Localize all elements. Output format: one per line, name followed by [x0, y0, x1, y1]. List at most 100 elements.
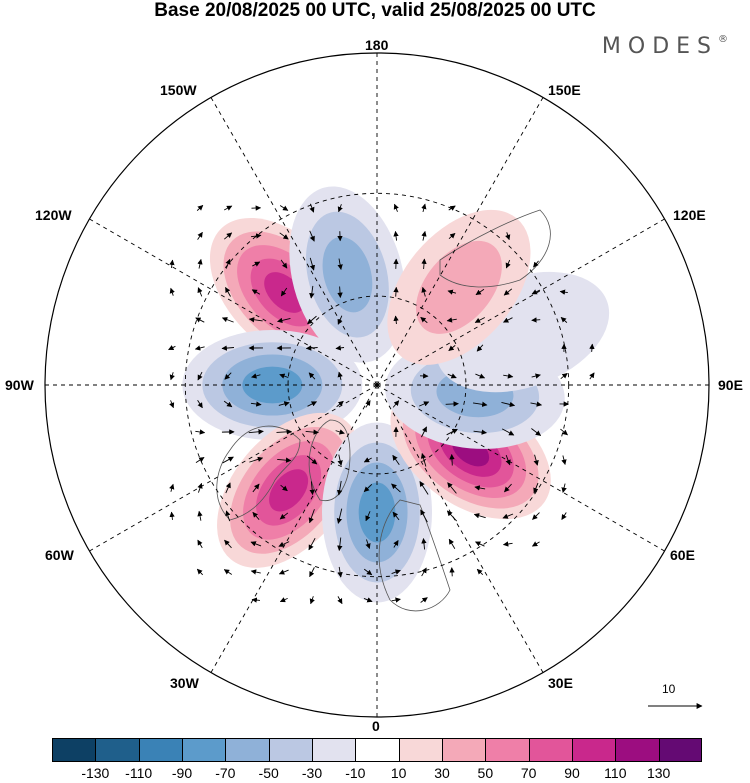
wind-arrow	[222, 456, 234, 464]
colorbar-swatch	[268, 738, 312, 762]
colorbar-swatch	[398, 738, 442, 762]
wind-arrow	[473, 513, 486, 519]
wind-arrow	[393, 230, 399, 241]
wind-arrow	[476, 568, 484, 576]
coastline-asia	[439, 209, 551, 288]
wind-arrow	[504, 483, 512, 493]
wind-arrow	[421, 426, 427, 438]
wind-arrow	[309, 567, 315, 578]
reference-vector-label: 10	[662, 682, 676, 696]
wind-arrow	[337, 286, 343, 299]
colorbar-tick-label: 70	[520, 765, 537, 781]
wind-arrow	[252, 511, 260, 520]
wind-arrow	[474, 485, 486, 491]
wind-arrow	[309, 596, 315, 605]
lon-label-30e: 30E	[548, 675, 573, 691]
wind-arrow	[531, 373, 541, 379]
wind-arrow	[421, 286, 427, 297]
wind-arrow	[530, 401, 543, 407]
wind-arrow	[393, 203, 399, 212]
wind-arrow	[309, 481, 315, 496]
wind-arrow	[225, 482, 231, 494]
wind-arrow	[224, 232, 233, 240]
wind-arrow	[197, 510, 203, 521]
wind-arrow	[197, 231, 203, 240]
wind-arrow	[391, 597, 401, 603]
wind-arrow	[448, 538, 456, 549]
wind-arrow	[197, 482, 203, 493]
wind-arrow	[476, 344, 484, 352]
modes-logo: MODES®	[602, 34, 728, 59]
wind-arrow	[197, 258, 203, 269]
wind-arrow	[475, 541, 485, 547]
wind-arrow	[391, 569, 401, 575]
wind-arrow	[309, 257, 316, 271]
wind-arrow	[446, 510, 458, 522]
colorbar-tick-label: 10	[390, 765, 407, 781]
wind-arrow	[393, 540, 399, 548]
wind-arrow	[336, 400, 344, 408]
wind-arrow	[446, 428, 458, 436]
wind-arrow	[393, 286, 399, 297]
colorbar-swatch	[528, 738, 572, 762]
wind-arrow	[531, 317, 541, 323]
brand-name: MODES	[601, 34, 718, 59]
wind-arrow	[502, 513, 514, 519]
wind-arrow	[337, 566, 343, 578]
wind-arrow	[309, 230, 315, 242]
wind-arrow	[223, 400, 233, 408]
wind-arrow	[221, 317, 234, 323]
wind-arrow	[248, 429, 264, 435]
latitude-circle	[184, 192, 570, 578]
anomaly-contour	[415, 240, 502, 334]
colorbar-tick-label: 130	[646, 765, 671, 781]
wind-arrow	[561, 483, 567, 493]
wind-arrow	[503, 317, 513, 323]
wind-arrow	[445, 401, 459, 407]
lon-label-0: 0	[372, 718, 380, 734]
wind-arrow	[224, 372, 232, 380]
lon-label-150e: 150E	[548, 82, 581, 98]
wind-arrow	[503, 288, 513, 296]
wind-arrow	[501, 428, 515, 436]
wind-arrow	[363, 484, 373, 493]
wind-arrow	[391, 483, 401, 493]
anomaly-contour	[322, 236, 373, 313]
colorbar-tick-label: -30	[301, 765, 323, 781]
wind-arrow	[392, 511, 400, 521]
wind-arrow	[392, 400, 400, 408]
wind-arrow	[195, 457, 205, 463]
wind-arrow	[278, 401, 290, 407]
graticule	[45, 53, 709, 717]
colorbar-tick-label: 50	[477, 765, 494, 781]
wind-arrow	[278, 541, 290, 547]
wind-arrow	[251, 373, 261, 379]
wind-arrow	[337, 204, 343, 213]
wind-arrow	[365, 539, 371, 550]
wind-arrow	[169, 259, 175, 268]
wind-arrow	[308, 537, 316, 551]
colorbar-swatch	[225, 738, 269, 762]
wind-arrow	[337, 596, 343, 605]
wind-arrow	[505, 232, 511, 241]
colorbar-swatch	[485, 738, 529, 762]
wind-arrow	[337, 371, 343, 380]
wind-arrow	[475, 288, 485, 296]
wind-arrow	[276, 429, 293, 435]
wind-arrow	[532, 512, 540, 520]
wind-arrow	[250, 541, 262, 547]
wind-arrow	[169, 483, 175, 492]
wind-arrow	[363, 597, 373, 603]
wind-arrow	[533, 482, 539, 494]
wind-arrow	[420, 597, 428, 603]
wind-arrow	[196, 204, 204, 211]
wind-arrow	[280, 287, 288, 297]
wind-arrow	[561, 512, 567, 520]
colorbar-swatch	[138, 738, 182, 762]
wind-arrow	[421, 230, 427, 241]
wind-arrow	[560, 317, 568, 323]
wind-arrow	[589, 372, 595, 380]
wind-arrow	[560, 372, 568, 380]
wind-arrow	[447, 289, 457, 295]
